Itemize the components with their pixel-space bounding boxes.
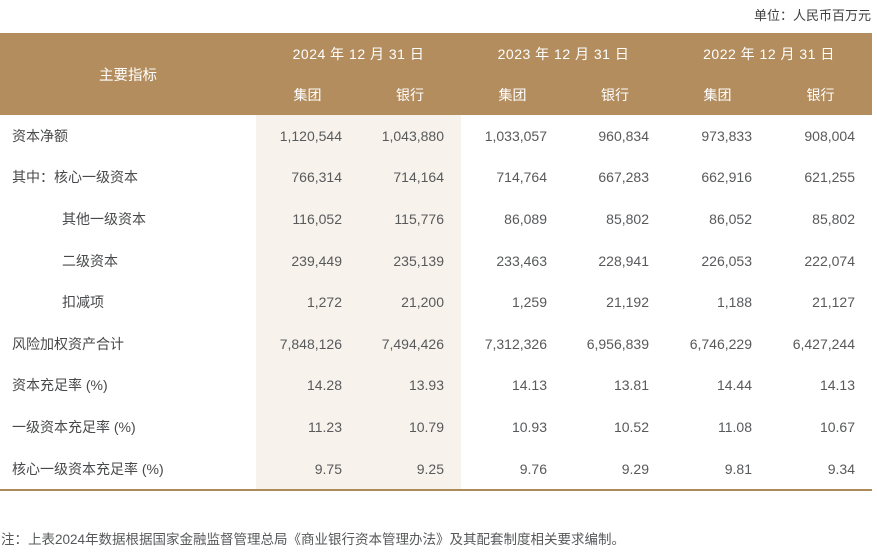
cell-value: 6,956,839 xyxy=(586,335,649,352)
table-body: 资本净额 1,120,544 1,043,880 1,033,057 960,834 97… xyxy=(0,115,872,492)
unit-label: 单位：人民币百万元 xyxy=(753,8,871,23)
cell-value: 21,127 xyxy=(812,294,855,311)
cell-value: 10.52 xyxy=(613,418,649,435)
cell-value: 9.34 xyxy=(769,447,872,492)
table-row: 风险加权资产合计 7,848,126 7,494,426 7,312,326 6,956… xyxy=(0,323,872,365)
capital-adequacy-table: 主要指标 2024 年 12 月 31 日 2023 年 12 月 31 日 2… xyxy=(0,33,872,492)
table-row: 二级资本 239,449 235,139 233,463 228,941 226,053 2… xyxy=(0,240,872,282)
cell-value: 9.25 xyxy=(359,447,461,492)
cell-value: 9.76 xyxy=(461,447,564,492)
cell-value: 973,833 xyxy=(701,127,752,144)
cell-value: 13.93 xyxy=(408,377,444,394)
cell-value: 7,848,126 xyxy=(279,335,342,352)
footnote: 注：上表2024年数据根据国家金融监督管理总局《商业银行资本管理办法》及其配套制… xyxy=(1,532,626,548)
cell-value: 235,139 xyxy=(393,252,444,269)
table-row: 其中：核心一级资本 766,314 714,164 714,764 667,283 662… xyxy=(0,157,872,199)
cell-value: 7,494,426 xyxy=(381,335,444,352)
table-row: 资本净额 1,120,544 1,043,880 1,033,057 960,834 97… xyxy=(0,115,872,157)
cell-value: 11.08 xyxy=(718,418,752,435)
subheader-2022-bank: 银行 xyxy=(769,74,872,115)
cell-value: 714,764 xyxy=(496,169,547,186)
cell-value: 14.28 xyxy=(306,377,342,394)
subheader-2024-group: 集团 xyxy=(256,74,359,115)
cell-value: 233,463 xyxy=(496,252,547,269)
cell-value: 10.79 xyxy=(408,418,444,435)
cell-value: 960,834 xyxy=(598,127,649,144)
row-label: 资本净额 xyxy=(12,127,68,144)
cell-value: 9.29 xyxy=(564,447,666,492)
cell-value: 86,052 xyxy=(709,210,752,227)
row-label: 资本充足率 (%) xyxy=(12,377,108,394)
cell-value: 1,033,057 xyxy=(484,127,547,144)
table-header: 主要指标 2024 年 12 月 31 日 2023 年 12 月 31 日 2… xyxy=(0,33,872,115)
cell-value: 14.13 xyxy=(819,377,855,394)
cell-value: 714,164 xyxy=(393,169,444,186)
cell-value: 116,052 xyxy=(292,210,342,227)
row-label: 二级资本 xyxy=(62,252,118,269)
cell-value: 10.67 xyxy=(819,418,855,435)
table-row: 一级资本充足率 (%) 11.23 10.79 10.93 10.52 11.08 10.6… xyxy=(0,406,872,448)
cell-value: 908,004 xyxy=(804,127,855,144)
table-row: 扣减项 1,272 21,200 1,259 21,192 1,188 21,127 xyxy=(0,281,872,323)
cell-value: 228,941 xyxy=(598,252,649,269)
subheader-2022-group: 集团 xyxy=(666,74,769,115)
cell-value: 11.23 xyxy=(308,418,342,435)
cell-value: 1,272 xyxy=(306,294,342,311)
cell-value: 1,043,880 xyxy=(381,127,444,144)
cell-value: 667,283 xyxy=(598,169,649,186)
cell-value: 766,314 xyxy=(291,169,342,186)
row-label: 风险加权资产合计 xyxy=(12,335,124,352)
cell-value: 21,192 xyxy=(606,294,649,311)
cell-value: 14.44 xyxy=(716,377,752,394)
column-header-date-2022: 2022 年 12 月 31 日 xyxy=(666,33,872,74)
cell-value: 21,200 xyxy=(401,294,444,311)
cell-value: 9.75 xyxy=(256,447,359,492)
cell-value: 226,053 xyxy=(701,252,752,269)
row-label: 扣减项 xyxy=(62,294,104,311)
cell-value: 86,089 xyxy=(504,210,547,227)
row-label: 核心一级资本充足率 (%) xyxy=(0,447,256,492)
cell-value: 85,802 xyxy=(812,210,855,227)
cell-value: 1,188 xyxy=(716,294,752,311)
cell-value: 6,746,229 xyxy=(689,335,752,352)
subheader-2023-bank: 银行 xyxy=(564,74,666,115)
cell-value: 13.81 xyxy=(613,377,649,394)
cell-value: 662,916 xyxy=(701,169,752,186)
table-row: 其他一级资本 116,052 115,776 86,089 85,802 86,052 85… xyxy=(0,198,872,240)
cell-value: 14.13 xyxy=(511,377,547,394)
cell-value: 10.93 xyxy=(511,418,547,435)
cell-value: 85,802 xyxy=(606,210,649,227)
row-label: 一级资本充足率 (%) xyxy=(12,418,136,435)
cell-value: 239,449 xyxy=(291,252,342,269)
subheader-2024-bank: 银行 xyxy=(359,74,461,115)
cell-value: 1,120,544 xyxy=(279,127,342,144)
subheader-2023-group: 集团 xyxy=(461,74,564,115)
cell-value: 115,776 xyxy=(394,210,444,227)
cell-value: 9.81 xyxy=(666,447,769,492)
column-header-date-2023: 2023 年 12 月 31 日 xyxy=(461,33,666,74)
cell-value: 7,312,326 xyxy=(484,335,547,352)
cell-value: 1,259 xyxy=(511,294,547,311)
cell-value: 621,255 xyxy=(804,169,855,186)
column-header-date-2024: 2024 年 12 月 31 日 xyxy=(256,33,461,74)
table-row: 核心一级资本充足率 (%) 9.75 9.25 9.76 9.29 9.81 9.34 xyxy=(0,447,872,492)
column-header-indicator: 主要指标 xyxy=(0,33,256,115)
row-label: 其中：核心一级资本 xyxy=(12,169,138,186)
cell-value: 222,074 xyxy=(804,252,855,269)
row-label: 其他一级资本 xyxy=(62,210,146,227)
cell-value: 6,427,244 xyxy=(792,335,855,352)
table-row: 资本充足率 (%) 14.28 13.93 14.13 13.81 14.44 14.13 xyxy=(0,365,872,407)
